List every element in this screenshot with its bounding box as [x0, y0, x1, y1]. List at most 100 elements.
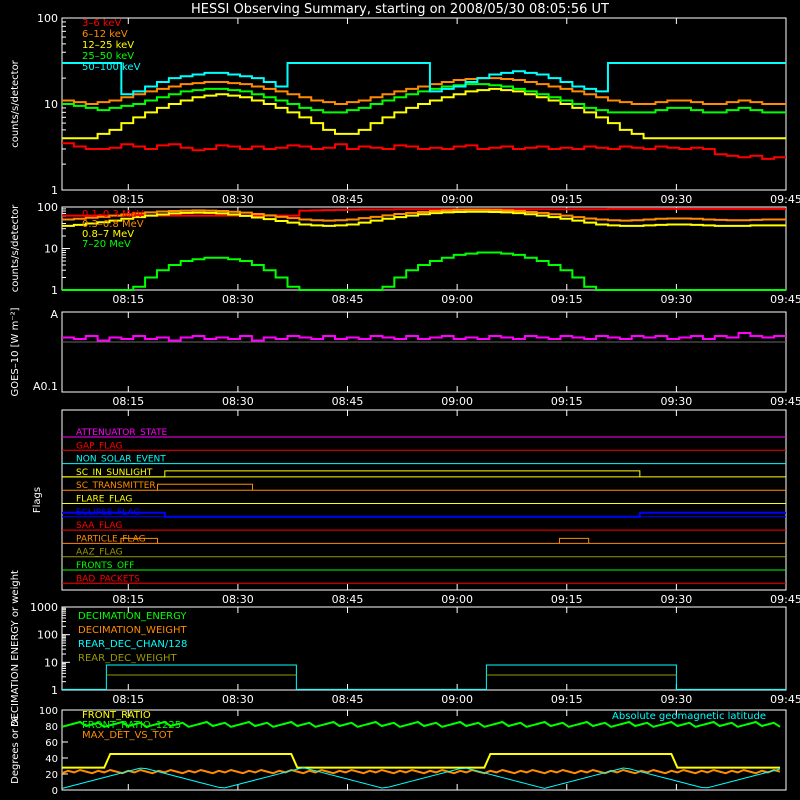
- x-tick-label: 09:30: [661, 193, 693, 206]
- y-tick-label: 60: [45, 738, 58, 749]
- legend-entry-4: DECIMATION_ENERGY: [78, 611, 187, 622]
- x-tick-label: 08:45: [332, 593, 364, 606]
- x-tick-label: 09:15: [551, 593, 583, 606]
- legend-entry-4: REAR_DEC_CHAN/128: [78, 639, 187, 650]
- x-tick-label: 09:45: [770, 293, 800, 306]
- flag-trace: [62, 511, 786, 518]
- y-tick-label: 1: [51, 184, 58, 197]
- flag-label: FRONTS_OFF: [76, 561, 134, 571]
- x-tick-label: 08:15: [112, 693, 144, 706]
- legend-entry-5: MAX_DET_VS_TOT: [82, 730, 174, 741]
- y-tick-label: A0.1: [33, 380, 58, 393]
- y-axis-label: Flags: [32, 487, 43, 513]
- x-tick-label: 09:30: [661, 293, 693, 306]
- y-tick-label: 0: [52, 786, 58, 797]
- series-line: [62, 142, 786, 160]
- x-tick-label: 09:45: [770, 395, 800, 408]
- panel-frame-2: [61, 311, 787, 393]
- flag-label: SC_IN_SUNLIGHT: [76, 468, 153, 478]
- y-tick-label: 100: [39, 706, 58, 717]
- series-line: [61, 768, 781, 775]
- panels-group: 08:15 08:30 08:45 09:00 09:15 09:30 09:4511010…: [10, 12, 800, 797]
- x-tick-label: 08:30: [222, 193, 254, 206]
- y-tick-label: 10: [44, 243, 58, 256]
- flag-label: SAA_FLAG: [76, 521, 122, 531]
- y-axis-label: counts/s/detector: [10, 59, 21, 147]
- y-tick-label: 10: [44, 98, 58, 111]
- x-tick-label: 09:30: [661, 593, 693, 606]
- legend-entry-0: 50–100 keV: [82, 62, 141, 73]
- y-axis-label: counts/s/detector: [10, 204, 21, 292]
- x-tick-label: 09:30: [661, 395, 693, 408]
- panel-frame-3: [61, 409, 787, 591]
- x-tick-label: 09:45: [770, 193, 800, 206]
- flag-trace: [120, 537, 159, 544]
- series-line: [61, 720, 781, 728]
- series-line: [62, 61, 786, 96]
- figure-title: HESSI Observing Summary, starting on 200…: [191, 2, 609, 17]
- panel-frame-4: [61, 606, 787, 691]
- series-line: [62, 208, 786, 222]
- y-axis-label: GOES–10 [W m⁻²]: [10, 307, 21, 396]
- legend-entry-1: 0.1–0.3 MeV: [82, 209, 144, 220]
- panel-frame-5: [61, 709, 787, 791]
- x-tick-label: 09:45: [770, 693, 800, 706]
- x-tick-label: 09:45: [770, 593, 800, 606]
- y-axis-label: DECIMATION ENERGY or weight: [10, 570, 21, 727]
- x-tick-label: 08:30: [222, 593, 254, 606]
- series-line: [62, 87, 786, 140]
- flag-label: ATTENUATOR_STATE: [76, 428, 168, 438]
- series-line: [62, 251, 786, 291]
- series-line: [61, 767, 781, 789]
- flag-trace: [558, 537, 590, 544]
- x-tick-label: 09:00: [441, 395, 473, 408]
- flag-label: AAZ_FLAG: [76, 548, 123, 558]
- x-tick-label: 09:15: [551, 193, 583, 206]
- legend-entry-0: 6–12 keV: [82, 29, 128, 40]
- x-tick-label: 08:45: [332, 193, 364, 206]
- x-tick-label: 09:00: [441, 693, 473, 706]
- flag-label: FLARE_FLAG: [76, 495, 132, 505]
- legend-entry-0: 3–6 keV: [82, 18, 121, 29]
- y-axis-label: Degrees or %: [10, 716, 21, 784]
- legend-entry-1: 0.8–7 MeV: [82, 229, 134, 240]
- legend-entry-5: Absolute geomagnetic latitude: [612, 711, 766, 722]
- x-tick-label: 09:15: [551, 395, 583, 408]
- x-tick-label: 09:00: [441, 593, 473, 606]
- x-tick-label: 09:15: [551, 693, 583, 706]
- x-tick-label: 09:00: [441, 293, 473, 306]
- series-line: [62, 753, 780, 769]
- legend-entry-1: 7–20 MeV: [82, 239, 131, 250]
- flag-label: PARTICLE_FLAG: [76, 534, 146, 544]
- flag-trace: [157, 483, 254, 491]
- x-tick-label: 08:45: [332, 395, 364, 408]
- flag-label: NON_SOLAR_EVENT: [76, 455, 166, 465]
- panel-frame-1: [61, 206, 787, 291]
- x-tick-label: 08:15: [112, 593, 144, 606]
- y-tick-label: 100: [37, 12, 58, 25]
- y-tick-label: 80: [45, 722, 58, 733]
- legend-entry-0: 12–25 keV: [82, 40, 134, 51]
- series-line: [62, 83, 786, 114]
- y-tick-label: 100: [37, 629, 58, 642]
- series-line: [62, 77, 786, 105]
- y-tick-label: 1: [51, 684, 58, 697]
- x-tick-label: 08:15: [112, 193, 144, 206]
- flag-trace: [62, 470, 641, 478]
- y-tick-label: 1000: [30, 601, 58, 614]
- x-tick-label: 09:00: [441, 193, 473, 206]
- legend-entry-4: REAR_DEC_WEIGHT: [78, 653, 177, 664]
- x-tick-label: 08:45: [332, 693, 364, 706]
- legend-entry-1: 0.3–0.8 MeV: [82, 219, 144, 230]
- y-tick-label: 1: [51, 284, 58, 297]
- y-tick-label: 10: [44, 656, 58, 669]
- y-tick-label: 20: [45, 770, 58, 781]
- flag-label: GAP_FLAG: [76, 441, 122, 451]
- y-tick-label: 40: [45, 754, 58, 765]
- series-line: [62, 210, 786, 227]
- flag-label: BAD_PACKETS: [76, 574, 140, 584]
- series-line: [62, 332, 786, 342]
- x-tick-label: 08:30: [222, 693, 254, 706]
- legend-entry-5: FRONT_RATIO_1225: [82, 720, 181, 731]
- x-tick-label: 08:30: [222, 293, 254, 306]
